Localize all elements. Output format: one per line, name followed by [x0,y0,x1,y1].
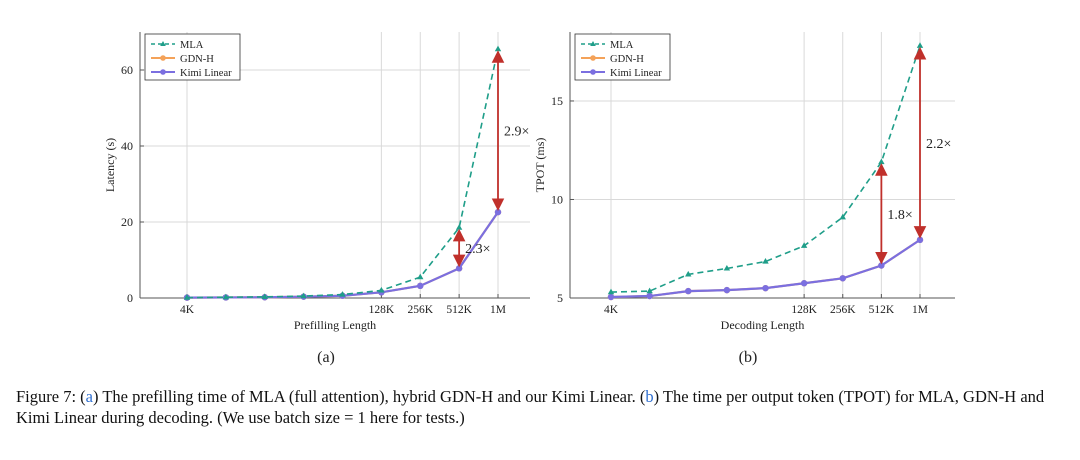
data-point-mla [417,273,424,280]
series-line-mla [610,45,921,293]
legend: MLA GDN-H Kimi Linear [574,33,671,81]
x-tick-label: 256K [830,304,856,316]
speedup-label: 2.3× [465,242,490,257]
data-point-mla [800,242,808,248]
data-point-mla [607,288,615,295]
legend-marker [590,55,596,61]
panel-label: (a) [317,349,335,366]
data-point-kimi-linear [800,280,808,287]
legend-marker [160,55,166,61]
x-tick-label: 1M [490,304,506,316]
speedup-label: 2.9× [504,125,529,140]
data-point-kimi-linear [607,293,615,301]
legend-marker [590,41,596,46]
data-point-mla [378,286,385,293]
data-point-kimi-linear [878,262,885,269]
data-point-kimi-linear [455,265,463,272]
legend-marker [590,69,596,75]
x-tick-label: 512K [869,304,895,316]
legend-label: GDN-H [610,54,644,65]
data-point-mla [300,292,307,299]
legend-marker [160,41,166,46]
data-point-mla [261,293,268,299]
data-point-kimi-linear [916,236,924,244]
x-tick-label: 4K [180,304,195,316]
data-point-mla [762,258,769,264]
x-tick-label: 128K [791,304,817,316]
panel-label: (b) [739,349,758,366]
speedup-label: 2.2× [926,137,951,152]
figure-caption: Figure 7: (a) The prefilling time of MLA… [16,387,1045,427]
y-tick-label: 60 [121,63,133,77]
x-tick-label: 256K [407,304,433,316]
data-point-mla [183,294,191,300]
y-tick-label: 15 [551,94,563,108]
chart-panel-b: 5 10 15 4K 128K 256K 512K 1M Decoding Length TPOT… [533,32,955,366]
x-axis-label: Decoding Length [721,318,805,332]
data-point-mla [455,224,463,230]
x-tick-label: 128K [369,304,395,316]
y-tick-label: 20 [121,215,133,229]
y-axis-label: TPOT (ms) [533,138,547,193]
data-point-mla [494,45,502,52]
data-point-kimi-linear [723,286,731,294]
y-tick-label: 10 [551,192,563,206]
data-point-mla [878,158,885,165]
x-tick-label: 4K [604,304,619,316]
legend-label: GDN-H [180,54,214,65]
y-tick-label: 5 [557,291,563,305]
data-point-kimi-linear [646,292,653,300]
x-tick-label: 1M [912,304,928,316]
data-point-kimi-linear [685,287,692,295]
y-tick-label: 40 [121,139,133,153]
y-axis-label: Latency (s) [103,138,117,192]
x-tick-label: 512K [446,304,472,316]
legend: MLA GDN-H Kimi Linear [144,33,241,81]
chart-panel-a: 0 20 40 60 4K 128K 256K 512K 1M Prefilling Length… [103,32,530,366]
figure-canvas: 0 20 40 60 4K 128K 256K 512K 1M Prefilling Length… [103,32,955,366]
speedup-label: 1.8× [887,208,912,223]
data-point-kimi-linear [417,282,424,290]
data-point-kimi-linear [839,275,846,282]
data-point-mla [839,213,846,220]
data-point-mla [723,264,731,271]
legend-marker [160,69,166,75]
caption-ref-a[interactable]: a [85,387,93,406]
data-point-mla [685,270,692,277]
data-point-mla [339,291,346,297]
data-point-kimi-linear [494,208,502,216]
data-point-mla [916,42,924,48]
data-point-kimi-linear [762,284,769,292]
legend-label: Kimi Linear [610,68,662,79]
y-tick-label: 0 [127,291,133,305]
legend-label: MLA [610,40,634,51]
legend-label: MLA [180,40,204,51]
caption-ref-b[interactable]: b [645,387,654,406]
data-point-mla [646,287,653,294]
x-axis-label: Prefilling Length [294,318,376,332]
data-point-mla [222,293,230,300]
legend-label: Kimi Linear [180,68,232,79]
